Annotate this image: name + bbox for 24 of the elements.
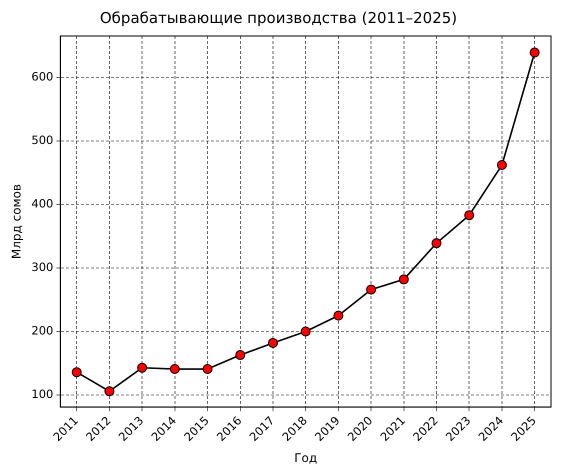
y-axis-title: Млрд сомов: [9, 184, 24, 260]
point: [104, 386, 114, 396]
point: [366, 284, 376, 295]
y-tick-label: 600: [31, 69, 54, 84]
point: [137, 362, 148, 373]
point: [464, 210, 474, 220]
point: [432, 238, 442, 248]
y-tick-label: 500: [31, 132, 54, 147]
point: [300, 326, 311, 337]
point: [398, 274, 409, 284]
point: [268, 338, 278, 348]
y-tick-label: 200: [31, 324, 54, 338]
point: [202, 364, 213, 374]
point: [333, 310, 344, 321]
y-tick-label: 100: [31, 387, 54, 402]
x-axis-title: Год: [294, 450, 318, 465]
point: [530, 48, 540, 58]
point: [235, 350, 246, 360]
point: [72, 367, 82, 378]
y-tick-label: 400: [31, 196, 54, 210]
point: [496, 160, 507, 170]
point: [170, 364, 180, 374]
chart-title: Обрабатывающие производства (2011–2025): [100, 8, 458, 27]
y-tick-label: 300: [31, 260, 54, 274]
